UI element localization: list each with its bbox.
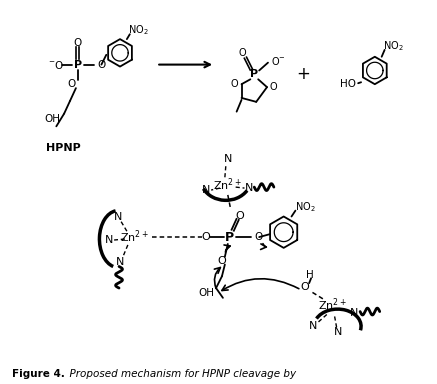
- Text: O: O: [254, 232, 263, 242]
- Text: N: N: [114, 212, 122, 222]
- Text: Zn$^{2+}$: Zn$^{2+}$: [213, 177, 242, 194]
- Text: O: O: [202, 232, 211, 242]
- Text: N: N: [116, 257, 124, 266]
- Text: H: H: [306, 270, 314, 280]
- Text: O: O: [97, 60, 106, 70]
- Text: N: N: [350, 308, 358, 318]
- Text: OH: OH: [198, 288, 214, 298]
- Text: Proposed mechanism for HPNP cleavage by: Proposed mechanism for HPNP cleavage by: [63, 369, 296, 379]
- Text: HPNP: HPNP: [46, 143, 80, 153]
- Text: N: N: [245, 183, 253, 193]
- Text: NO$_2$: NO$_2$: [295, 200, 316, 214]
- Text: O$^{-}$: O$^{-}$: [271, 55, 286, 67]
- Text: N: N: [333, 327, 342, 337]
- Text: $^{-}$O: $^{-}$O: [48, 59, 64, 71]
- Text: N: N: [309, 321, 317, 331]
- Text: P: P: [250, 70, 258, 79]
- Text: Figure 4.: Figure 4.: [12, 369, 65, 379]
- Text: N: N: [224, 154, 232, 164]
- Text: O: O: [68, 79, 76, 89]
- Text: NO$_2$: NO$_2$: [128, 23, 149, 37]
- Text: +: +: [296, 65, 310, 83]
- Text: O: O: [231, 79, 239, 89]
- Text: P: P: [225, 230, 234, 243]
- Text: O: O: [301, 282, 309, 292]
- Text: O: O: [239, 48, 246, 58]
- Text: HO: HO: [340, 79, 356, 89]
- Text: Zn$^{2+}$: Zn$^{2+}$: [120, 229, 149, 245]
- Text: OH: OH: [44, 114, 60, 124]
- Text: N: N: [202, 185, 211, 195]
- Text: NO$_2$: NO$_2$: [383, 39, 403, 53]
- Text: N: N: [105, 235, 114, 245]
- Text: P: P: [74, 60, 82, 70]
- Text: O: O: [218, 256, 226, 266]
- Text: O: O: [74, 38, 82, 48]
- Text: O: O: [270, 82, 277, 92]
- Text: O: O: [235, 210, 244, 220]
- Text: Zn$^{2+}$: Zn$^{2+}$: [318, 296, 347, 313]
